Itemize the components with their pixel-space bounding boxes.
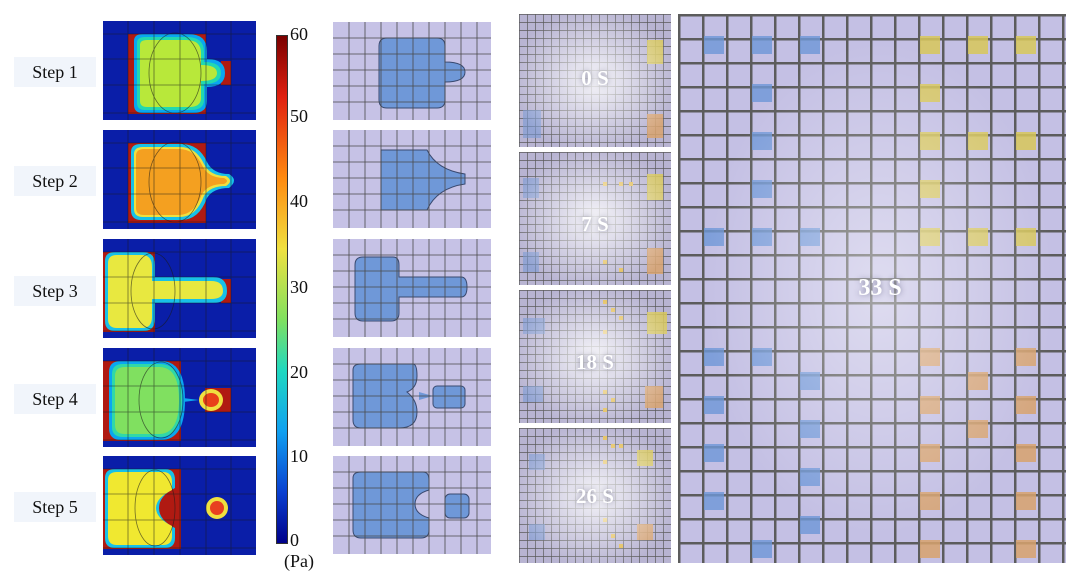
timelapse-photo-33s (678, 14, 1066, 563)
colorbar-tick-50: 50 (290, 106, 308, 126)
experiment-photo-step-2 (333, 130, 491, 228)
timelapse-photo-26s (519, 428, 671, 563)
timelapse-photo-7s (519, 152, 671, 285)
colorbar-tick-10: 10 (290, 446, 308, 466)
timelapse-photo-18s (519, 290, 671, 423)
timelapse-photo-0s (519, 14, 671, 147)
experiment-photo-step-3 (333, 239, 491, 337)
experiment-photo-step-1 (333, 22, 491, 120)
timestamp-33s: 33 S (858, 275, 902, 301)
colorbar-tick-20: 20 (290, 362, 308, 382)
colorbar-tick-40: 40 (290, 191, 308, 211)
simulation-panel-step-1 (103, 21, 256, 120)
simulation-panel-step-2 (103, 130, 256, 229)
step-label-5: Step 5 (14, 492, 96, 522)
simulation-panel-step-5 (103, 456, 256, 555)
colorbar-tick-0: 0 (290, 530, 299, 550)
colorbar (276, 35, 288, 544)
step-label-3: Step 3 (14, 276, 96, 306)
simulation-panel-step-3 (103, 239, 256, 338)
step-label-4: Step 4 (14, 384, 96, 414)
timestamp-0s: 0 S (581, 66, 609, 90)
step-label-2: Step 2 (14, 166, 96, 196)
experiment-photo-step-4 (333, 348, 491, 446)
step-label-1: Step 1 (14, 57, 96, 87)
timestamp-7s: 7 S (581, 212, 609, 236)
timestamp-18s: 18 S (576, 350, 614, 374)
colorbar-tick-60: 60 (290, 24, 308, 44)
experiment-photo-step-5 (333, 456, 491, 554)
colorbar-unit: (Pa) (284, 551, 314, 571)
simulation-panel-step-4 (103, 348, 256, 447)
timestamp-26s: 26 S (576, 484, 614, 508)
colorbar-tick-30: 30 (290, 277, 308, 297)
